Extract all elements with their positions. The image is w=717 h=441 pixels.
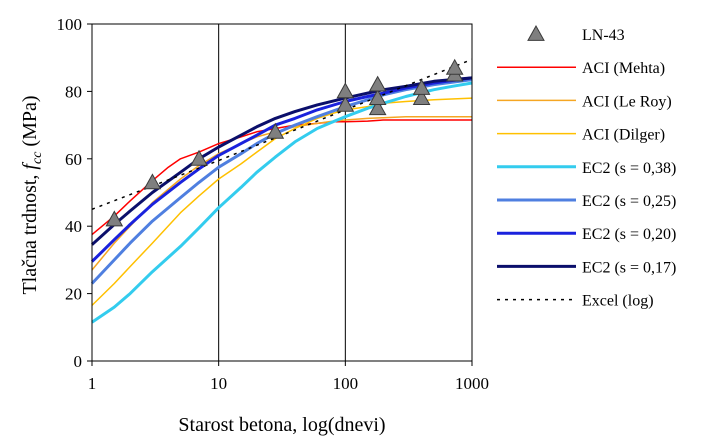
series-line-ec2-s-0-17: [90, 76, 473, 246]
y-tick-label: 0: [74, 352, 83, 371]
y-tick-label: 20: [65, 285, 82, 304]
data-point: [266, 122, 285, 139]
data-point: [368, 99, 387, 116]
x-tick-label: 1: [88, 374, 97, 393]
legend-label: EC2 (s = 0,38): [582, 160, 676, 177]
data-point: [445, 58, 464, 75]
x-tick-label: 10: [210, 374, 227, 393]
legend-label: ACI (Le Roy): [582, 93, 672, 110]
plot-markers: [105, 58, 464, 227]
legend-label: Excel (log): [582, 293, 654, 310]
legend-label: LN-43: [582, 27, 625, 44]
legend-marker: [527, 24, 545, 41]
data-point: [336, 82, 355, 99]
y-tick-label: 40: [65, 217, 82, 236]
data-point: [190, 149, 208, 166]
data-point: [368, 75, 387, 92]
y-axis-title: Tlačna trdnost, fcc (MPa): [19, 95, 45, 294]
axis-ticks: 0 20 40 60 80 100 1 10 100 1000: [57, 15, 490, 393]
data-point: [412, 79, 431, 95]
data-point: [143, 173, 162, 190]
x-tick-label: 100: [333, 374, 359, 393]
legend-label: ACI (Mehta): [582, 60, 665, 77]
data-point: [336, 95, 355, 112]
legend: LN-43 ACI (Mehta) ACI (Le Roy) ACI (Dilger)…: [497, 24, 676, 310]
series-line-ec2-s-0-25: [90, 78, 473, 285]
y-tick-label: 60: [65, 150, 82, 169]
data-point: [412, 89, 431, 106]
grid: [218, 24, 346, 361]
plot-series: [90, 58, 473, 324]
y-tick-label: 80: [65, 82, 82, 101]
y-tick-label: 100: [57, 15, 83, 34]
legend-label: EC2 (s = 0,20): [582, 226, 676, 243]
legend-label: ACI (Dilger): [582, 127, 665, 144]
data-point: [368, 89, 387, 106]
series-line-ec2-s-0-38: [91, 81, 473, 324]
legend-label: EC2 (s = 0,25): [582, 193, 676, 210]
legend-label: EC2 (s = 0,17): [582, 259, 676, 276]
data-point: [105, 210, 124, 227]
x-tick-label: 1000: [455, 374, 489, 393]
series-line-ec2-s-0-20: [90, 76, 473, 263]
x-axis-title: Starost betona, log(dnevi): [178, 414, 385, 436]
plot-frame: [91, 23, 473, 362]
